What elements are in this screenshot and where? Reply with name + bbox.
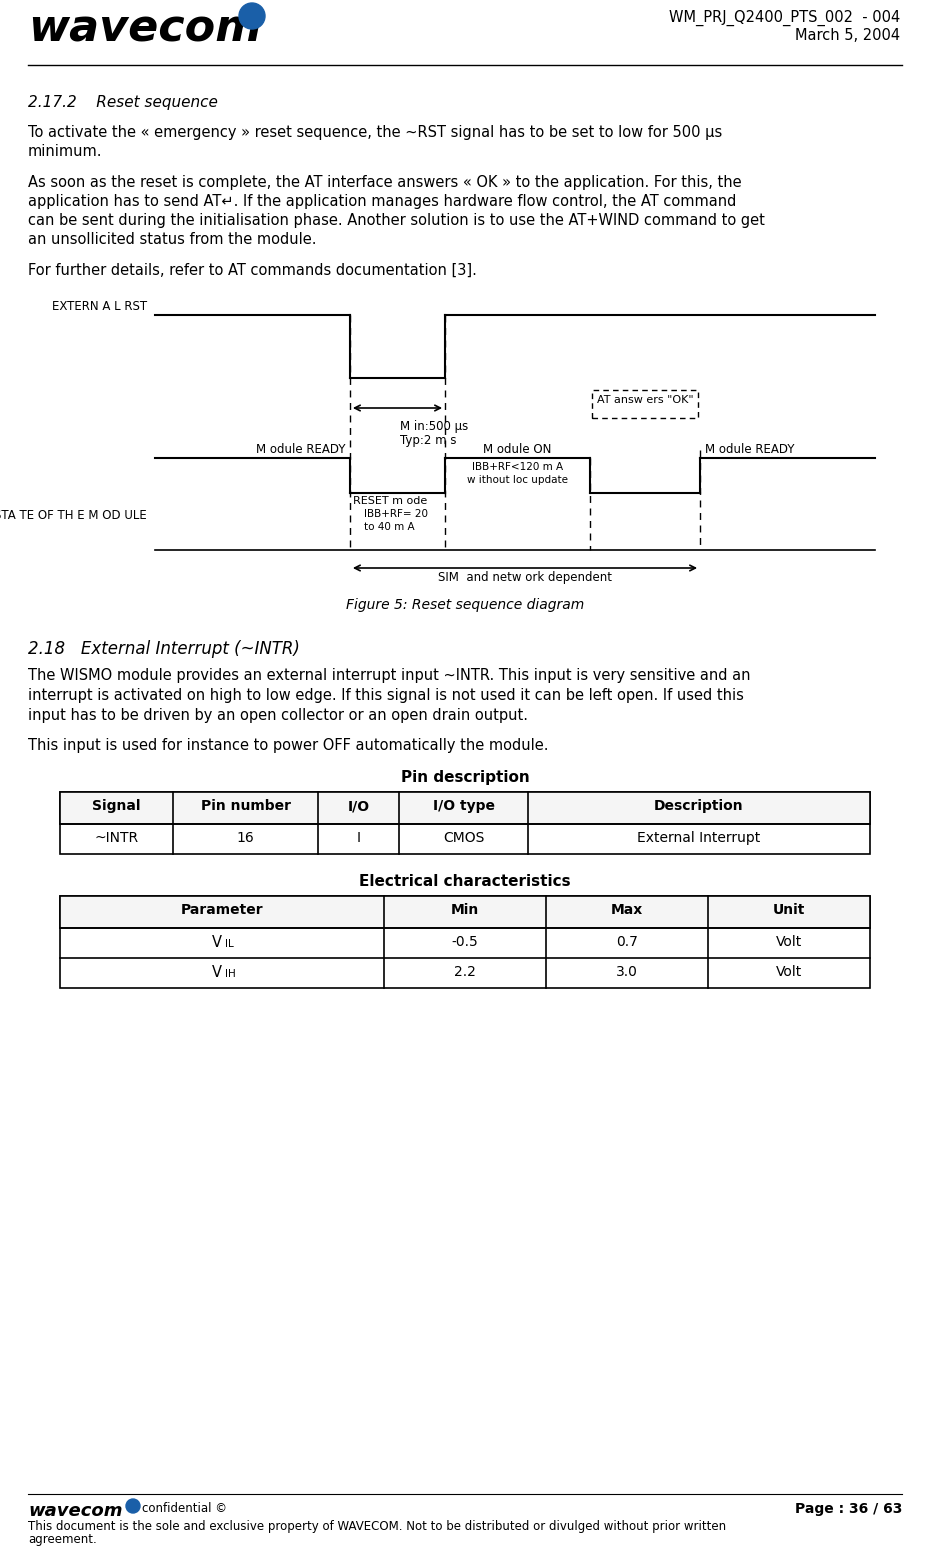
Text: Page : 36 / 63: Page : 36 / 63 [794, 1503, 902, 1517]
Text: 2.18   External Interrupt (~INTR): 2.18 External Interrupt (~INTR) [28, 640, 299, 659]
Text: -0.5: -0.5 [452, 935, 478, 949]
Text: w: w [130, 1503, 137, 1509]
Bar [60, 792, 870, 853]
Text: 0.7: 0.7 [616, 935, 638, 949]
Text: Parameter: Parameter [180, 903, 263, 917]
Text: wavecom: wavecom [28, 1503, 123, 1520]
Text: This document is the sole and exclusive property of WAVECOM. Not to be distribut: This document is the sole and exclusive … [28, 1520, 726, 1534]
Text: 3.0: 3.0 [616, 965, 638, 979]
Text: For further details, refer to AT commands documentation [3].: For further details, refer to AT command… [28, 263, 477, 278]
Text: interrupt is activated on high to low edge. If this signal is not used it can be: interrupt is activated on high to low ed… [28, 688, 744, 703]
Text: External Interrupt: External Interrupt [637, 832, 761, 846]
Text: Signal: Signal [92, 799, 140, 813]
Text: IL: IL [225, 938, 233, 949]
Text: SIM  and netw ork dependent: SIM and netw ork dependent [438, 570, 612, 584]
Text: Description: Description [654, 799, 744, 813]
Circle shape [126, 1500, 140, 1514]
Text: WM_PRJ_Q2400_PTS_002  - 004: WM_PRJ_Q2400_PTS_002 - 004 [669, 9, 900, 26]
Text: IH: IH [225, 969, 235, 979]
Text: 2.2: 2.2 [454, 965, 476, 979]
Text: Pin description: Pin description [401, 770, 529, 785]
Text: application has to send AT↵. If the application manages hardware flow control, t: application has to send AT↵. If the appl… [28, 193, 737, 209]
Text: RESET m ode: RESET m ode [353, 496, 427, 506]
Text: w: w [246, 12, 257, 22]
Text: Max: Max [611, 903, 644, 917]
Text: M in:500 µs: M in:500 µs [400, 421, 468, 433]
Text: M odule READY: M odule READY [705, 444, 794, 456]
Circle shape [239, 3, 265, 29]
Text: 2.17.2    Reset sequence: 2.17.2 Reset sequence [28, 94, 218, 110]
Text: M odule ON: M odule ON [484, 444, 551, 456]
Text: I: I [356, 832, 361, 846]
Text: input has to be driven by an open collector or an open drain output.: input has to be driven by an open collec… [28, 708, 528, 724]
Text: The WISMO module provides an external interrupt input ~INTR. This input is very : The WISMO module provides an external in… [28, 668, 751, 683]
Text: Typ:2 m s: Typ:2 m s [400, 434, 456, 447]
Text: IBB+RF<120 m A: IBB+RF<120 m A [472, 462, 563, 472]
Text: March 5, 2004: March 5, 2004 [795, 28, 900, 43]
Text: can be sent during the initialisation phase. Another solution is to use the AT+W: can be sent during the initialisation ph… [28, 213, 764, 227]
Text: Min: Min [451, 903, 479, 917]
Text: EXTERN A L RST: EXTERN A L RST [52, 300, 147, 312]
Text: STA TE OF TH E M OD ULE: STA TE OF TH E M OD ULE [0, 509, 147, 523]
Text: V: V [212, 935, 222, 949]
Text: wavecom: wavecom [28, 8, 261, 51]
Text: Figure 5: Reset sequence diagram: Figure 5: Reset sequence diagram [346, 598, 584, 612]
Text: ~INTR: ~INTR [95, 832, 139, 846]
Text: Pin number: Pin number [201, 799, 290, 813]
Text: CMOS: CMOS [443, 832, 485, 846]
Text: 16: 16 [236, 832, 255, 846]
Text: confidential ©: confidential © [142, 1503, 227, 1515]
Text: IBB+RF= 20: IBB+RF= 20 [364, 509, 428, 519]
Text: to 40 m A: to 40 m A [364, 523, 415, 532]
Bar [592, 390, 698, 417]
Text: V: V [212, 965, 222, 980]
Text: Unit: Unit [773, 903, 805, 917]
Bar [60, 897, 870, 928]
Text: As soon as the reset is complete, the AT interface answers « OK » to the applica: As soon as the reset is complete, the AT… [28, 175, 741, 190]
Text: Volt: Volt [776, 935, 802, 949]
Text: I/O type: I/O type [432, 799, 495, 813]
Text: Volt: Volt [776, 965, 802, 979]
Text: AT answ ers "OK": AT answ ers "OK" [597, 394, 693, 405]
Bar [60, 792, 870, 824]
Text: I/O: I/O [348, 799, 369, 813]
Text: agreement.: agreement. [28, 1534, 97, 1546]
Text: Electrical characteristics: Electrical characteristics [359, 873, 571, 889]
Text: To activate the « emergency » reset sequence, the ~RST signal has to be set to l: To activate the « emergency » reset sequ… [28, 125, 723, 141]
Text: w ithout loc update: w ithout loc update [467, 475, 568, 485]
Text: This input is used for instance to power OFF automatically the module.: This input is used for instance to power… [28, 737, 549, 753]
Text: M odule READY: M odule READY [256, 444, 345, 456]
Bar [60, 897, 870, 988]
Text: minimum.: minimum. [28, 144, 102, 159]
Text: an unsollicited status from the module.: an unsollicited status from the module. [28, 232, 316, 247]
